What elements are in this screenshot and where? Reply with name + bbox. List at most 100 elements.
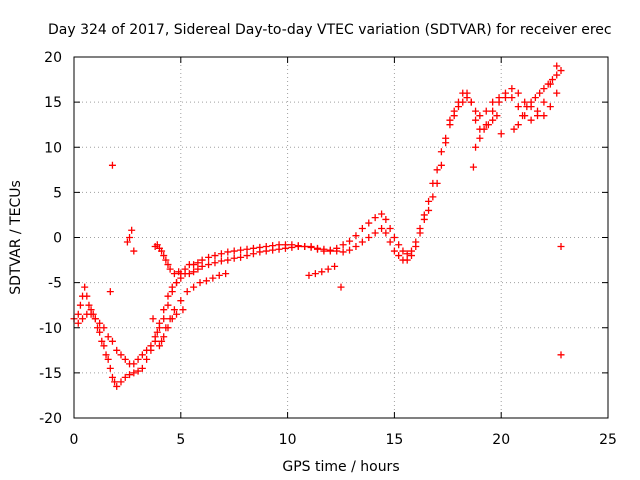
data-point bbox=[98, 337, 106, 345]
data-point bbox=[425, 206, 433, 214]
data-point bbox=[175, 268, 183, 276]
data-point bbox=[215, 271, 223, 279]
data-point bbox=[510, 125, 518, 133]
data-point bbox=[138, 364, 146, 372]
data-point bbox=[472, 107, 480, 115]
data-point bbox=[407, 247, 415, 255]
data-point bbox=[527, 98, 535, 106]
y-axis-tick-labels: 20 15 10 5 0 -5 -10 -15 -20 bbox=[39, 50, 62, 427]
data-point bbox=[113, 382, 121, 390]
data-point bbox=[395, 252, 403, 260]
data-point bbox=[339, 248, 347, 256]
data-point bbox=[508, 94, 516, 102]
data-point bbox=[81, 283, 89, 291]
data-point bbox=[85, 301, 93, 309]
data-point bbox=[138, 351, 146, 359]
data-point bbox=[198, 262, 206, 270]
data-point bbox=[403, 256, 411, 264]
y-tick-label: 20 bbox=[44, 50, 62, 66]
data-point bbox=[476, 134, 484, 142]
data-point bbox=[514, 103, 522, 111]
data-point bbox=[100, 324, 108, 332]
data-point bbox=[147, 342, 155, 350]
data-point bbox=[553, 89, 561, 97]
data-point bbox=[386, 224, 394, 232]
data-point bbox=[123, 238, 131, 246]
data-point bbox=[352, 232, 360, 240]
data-point bbox=[314, 245, 322, 253]
data-point bbox=[331, 262, 339, 270]
data-point bbox=[194, 265, 202, 273]
x-tick-label: 5 bbox=[176, 432, 185, 448]
data-point bbox=[181, 265, 189, 273]
data-point bbox=[544, 80, 552, 88]
data-point bbox=[546, 103, 554, 111]
data-point bbox=[256, 243, 264, 251]
data-point bbox=[472, 116, 480, 124]
data-point bbox=[100, 342, 108, 350]
data-point bbox=[153, 241, 161, 249]
data-point bbox=[74, 310, 82, 318]
data-point bbox=[476, 112, 484, 120]
x-tick-label: 10 bbox=[279, 432, 297, 448]
data-point bbox=[249, 244, 257, 252]
data-point bbox=[164, 324, 172, 332]
data-point bbox=[382, 229, 390, 237]
x-tick-label: 15 bbox=[385, 432, 403, 448]
data-point bbox=[102, 351, 110, 359]
data-point bbox=[553, 71, 561, 79]
data-point bbox=[534, 112, 542, 120]
data-point bbox=[111, 378, 119, 386]
data-point bbox=[91, 315, 99, 323]
data-point bbox=[93, 324, 101, 332]
data-point bbox=[318, 268, 326, 276]
data-point bbox=[113, 346, 121, 354]
x-tick-label: 20 bbox=[492, 432, 510, 448]
data-point bbox=[196, 279, 204, 287]
data-point bbox=[121, 373, 129, 381]
data-point bbox=[108, 161, 116, 169]
data-point bbox=[177, 297, 185, 305]
axis-ticks bbox=[73, 56, 609, 419]
data-point bbox=[425, 197, 433, 205]
data-point bbox=[553, 62, 561, 70]
data-point bbox=[143, 355, 151, 363]
data-point bbox=[170, 306, 178, 314]
data-point bbox=[358, 238, 366, 246]
data-point bbox=[463, 89, 471, 97]
x-tick-label: 25 bbox=[599, 432, 617, 448]
data-point bbox=[74, 319, 82, 327]
data-point bbox=[106, 288, 114, 296]
data-point bbox=[155, 324, 163, 332]
data-point bbox=[224, 256, 232, 264]
data-point bbox=[324, 265, 332, 273]
chart-title: Day 324 of 2017, Sidereal Day-to-day VTE… bbox=[48, 22, 612, 38]
data-point bbox=[305, 271, 313, 279]
data-point bbox=[403, 250, 411, 258]
data-point bbox=[472, 143, 480, 151]
data-point bbox=[130, 360, 138, 368]
data-point bbox=[190, 268, 198, 276]
data-point bbox=[497, 130, 505, 138]
data-point bbox=[230, 247, 238, 255]
data-point bbox=[326, 247, 334, 255]
data-point bbox=[288, 241, 296, 249]
x-axis-label: GPS time / hours bbox=[282, 459, 399, 475]
data-point bbox=[194, 259, 202, 267]
data-point bbox=[190, 283, 198, 291]
data-point bbox=[352, 243, 360, 251]
data-point bbox=[307, 243, 315, 251]
y-tick-label: 0 bbox=[53, 231, 62, 247]
data-point bbox=[211, 252, 219, 260]
data-point bbox=[217, 250, 225, 258]
data-point bbox=[166, 265, 174, 273]
data-point bbox=[429, 179, 437, 187]
data-point bbox=[467, 98, 475, 106]
data-point bbox=[501, 94, 509, 102]
data-point bbox=[346, 237, 354, 245]
data-point bbox=[275, 241, 283, 249]
data-point bbox=[83, 292, 91, 300]
data-point bbox=[79, 315, 87, 323]
data-point bbox=[87, 310, 95, 318]
data-point bbox=[190, 261, 198, 269]
